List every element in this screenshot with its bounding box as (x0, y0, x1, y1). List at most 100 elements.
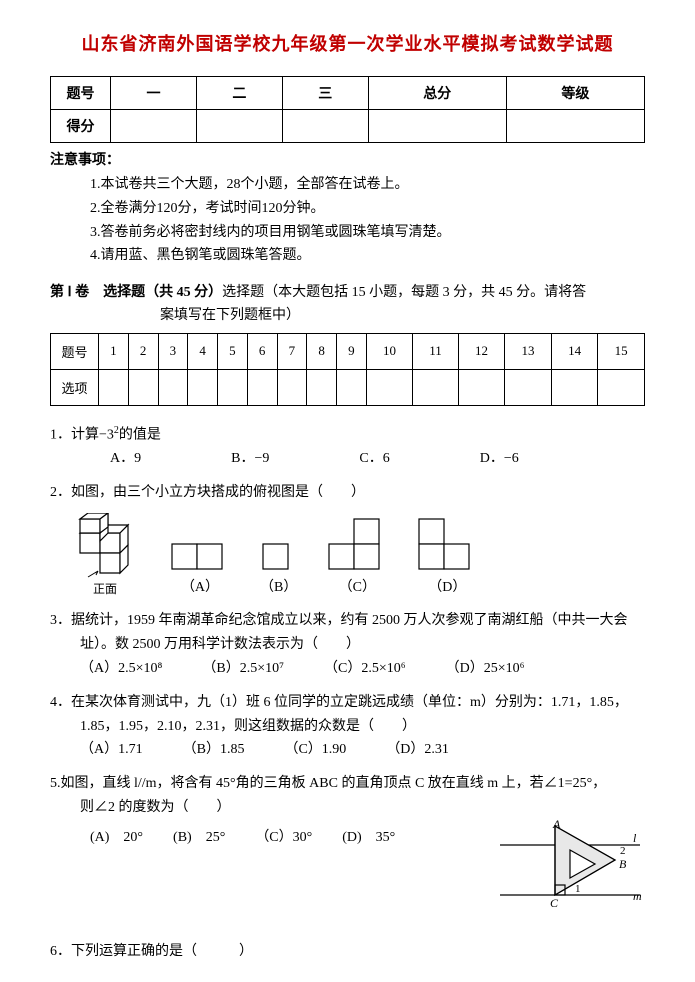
grid-icon (417, 517, 477, 572)
score-cell: 一 (111, 77, 197, 110)
answers-cell: 11 (413, 333, 458, 369)
fig-label-l: l (633, 831, 637, 845)
note-line: 2.全卷满分120分，考试时间120分钟。 (90, 197, 645, 221)
answers-choice-row: 选项 (51, 369, 645, 405)
answers-cell (188, 369, 218, 405)
q1-stem-a: 1．计算 (50, 428, 99, 443)
q4-opt-b: （B）1.85 (183, 738, 245, 762)
question-1: 1．计算−32的值是 A．9 B．−9 C．6 D．−6 (50, 422, 645, 471)
q5-figure: A l 2 B 1 C m (495, 820, 645, 910)
answers-cell: 5 (218, 333, 248, 369)
q1-opt-a: A．9 (110, 447, 141, 471)
answers-cell (458, 369, 505, 405)
score-value-row: 得分 (51, 110, 645, 143)
answers-cell: 8 (307, 333, 337, 369)
answers-cell: 7 (277, 333, 307, 369)
score-cell: 得分 (51, 110, 111, 143)
notes-title: 注意事项： (50, 149, 645, 169)
answers-cell: 14 (551, 333, 598, 369)
answers-cell (277, 369, 307, 405)
q1-expr: −3 (99, 428, 114, 443)
answers-cell (158, 369, 188, 405)
answers-cell (128, 369, 158, 405)
answers-cell (337, 369, 367, 405)
answers-cell: 15 (598, 333, 645, 369)
score-cell: 总分 (368, 77, 506, 110)
q2-stem: 2．如图，由三个小立方块搭成的俯视图是（ ） (50, 481, 645, 505)
answers-cell (413, 369, 458, 405)
fig-label-1: 1 (575, 883, 581, 895)
section1-bold: 第 Ⅰ 卷 选择题（共 45 分） (50, 285, 222, 300)
answers-cell: 选项 (51, 369, 99, 405)
fig-label-a: A (552, 820, 561, 831)
grid-icon (261, 542, 296, 572)
score-cell (368, 110, 506, 143)
q4-opt-d: （D）2.31 (386, 738, 449, 762)
question-5: 5.如图，直线 l//m，将含有 45°角的三角板 ABC 的直角顶点 C 放在… (50, 772, 645, 910)
section1-rest: 选择题（本大题包括 15 小题，每题 3 分，共 45 分。请将答 (222, 285, 586, 300)
answers-cell: 题号 (51, 333, 99, 369)
answers-cell: 10 (366, 333, 413, 369)
answers-cell (247, 369, 277, 405)
answers-cell: 12 (458, 333, 505, 369)
q3-line1: 3．据统计，1959 年南湖革命纪念馆成立以来，约有 2500 万人次参观了南湖… (50, 609, 645, 633)
notes-block: 注意事项： 1.本试卷共三个大题，28个小题，全部答在试卷上。 2.全卷满分12… (50, 149, 645, 268)
answers-cell: 13 (505, 333, 552, 369)
q5-opt-d: (D) 35° (342, 826, 395, 850)
triangle-diagram-icon: A l 2 B 1 C m (495, 820, 645, 910)
score-header-row: 题号 一 二 三 总分 等级 (51, 77, 645, 110)
q2-opt-c-figure: （C） (327, 517, 387, 600)
section1-header: 第 Ⅰ 卷 选择题（共 45 分）选择题（本大题包括 15 小题，每题 3 分，… (50, 282, 645, 327)
q4-line1: 4．在某次体育测试中，九（1）班 6 位同学的立定跳远成绩（单位：m）分别为：1… (50, 691, 645, 715)
answers-cell: 3 (158, 333, 188, 369)
answers-cell (598, 369, 645, 405)
cube-icon (70, 513, 140, 579)
answers-num-row: 题号 1 2 3 4 5 6 7 8 9 10 11 12 13 14 15 (51, 333, 645, 369)
fig-label-m: m (633, 889, 642, 903)
score-cell: 题号 (51, 77, 111, 110)
q4-line2: 1.85，1.95，2.10，2.31，则这组数据的众数是（ ） (80, 715, 645, 739)
q6-stem: 6．下列运算正确的是（ ） (50, 940, 645, 964)
answers-cell (218, 369, 248, 405)
q2-opt-d-figure: （D） (417, 517, 477, 600)
answers-cell: 9 (337, 333, 367, 369)
question-2: 2．如图，由三个小立方块搭成的俯视图是（ ） (50, 481, 645, 599)
answers-cell (307, 369, 337, 405)
q3-opt-b: （B）2.5×10⁷ (202, 657, 284, 681)
q3-opt-a: （A）2.5×10⁸ (80, 657, 162, 681)
fig-label-c: C (550, 896, 559, 910)
q5-line1: 5.如图，直线 l//m，将含有 45°角的三角板 ABC 的直角顶点 C 放在… (50, 772, 645, 796)
q1-opt-b: B．−9 (231, 447, 269, 471)
score-cell: 三 (282, 77, 368, 110)
q2-cube-figure: 正面 (70, 513, 140, 599)
q5-opt-c: （C）30° (255, 826, 312, 850)
score-cell (196, 110, 282, 143)
q4-opt-c: （C）1.90 (284, 738, 346, 762)
q2-opt-d-label: （D） (428, 576, 466, 600)
question-6: 6．下列运算正确的是（ ） (50, 940, 645, 964)
q2-opt-c-label: （C） (339, 576, 376, 600)
answers-cell: 2 (128, 333, 158, 369)
answers-cell (505, 369, 552, 405)
answers-cell (551, 369, 598, 405)
section1-line2: 案填写在下列题框中） (160, 305, 645, 327)
answers-cell: 6 (247, 333, 277, 369)
q2-opt-b-label: （B） (260, 576, 297, 600)
q4-opt-a: （A）1.71 (80, 738, 143, 762)
q1-opt-d: D．−6 (480, 447, 519, 471)
score-table: 题号 一 二 三 总分 等级 得分 (50, 76, 645, 143)
score-cell (111, 110, 197, 143)
q2-opt-a-figure: （A） (170, 542, 230, 600)
fig-label-b: B (619, 857, 627, 871)
score-cell: 等级 (506, 77, 644, 110)
note-line: 3.答卷前务必将密封线内的项目用钢笔或圆珠笔填写清楚。 (90, 221, 645, 245)
answers-table: 题号 1 2 3 4 5 6 7 8 9 10 11 12 13 14 15 选… (50, 333, 645, 406)
fig-label-2: 2 (620, 845, 626, 857)
grid-icon (327, 517, 387, 572)
q3-line2: 址）。数 2500 万用科学计数法表示为（ ） (80, 633, 645, 657)
q2-opt-b-figure: （B） (260, 542, 297, 600)
score-cell: 二 (196, 77, 282, 110)
answers-cell: 1 (99, 333, 129, 369)
q2-front-label: 正面 (93, 579, 117, 599)
q1-stem-b: 的值是 (119, 428, 161, 443)
